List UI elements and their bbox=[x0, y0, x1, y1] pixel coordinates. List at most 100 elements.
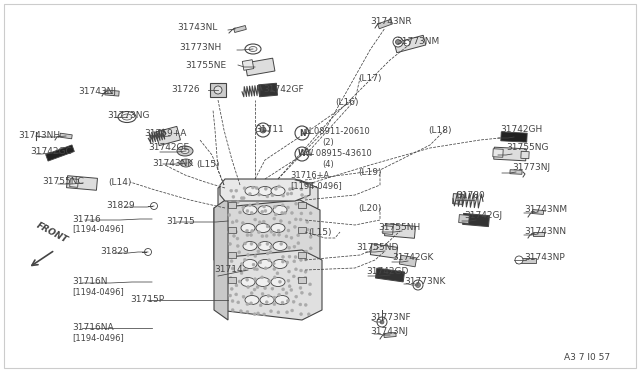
Circle shape bbox=[258, 243, 261, 246]
Text: 31716+A: 31716+A bbox=[290, 171, 329, 180]
Circle shape bbox=[266, 195, 269, 198]
Circle shape bbox=[231, 267, 234, 270]
Circle shape bbox=[251, 230, 253, 232]
Polygon shape bbox=[394, 35, 426, 53]
Text: W 08915-43610: W 08915-43610 bbox=[305, 150, 372, 158]
Circle shape bbox=[269, 310, 273, 313]
Circle shape bbox=[271, 287, 274, 290]
Ellipse shape bbox=[258, 205, 272, 215]
Text: (L20): (L20) bbox=[358, 203, 381, 212]
Text: 31743NR: 31743NR bbox=[370, 17, 412, 26]
Text: 31773NH: 31773NH bbox=[180, 42, 222, 51]
Circle shape bbox=[288, 255, 291, 258]
Text: 31829: 31829 bbox=[106, 201, 134, 209]
Ellipse shape bbox=[271, 186, 285, 196]
Circle shape bbox=[297, 234, 300, 237]
Text: 31716NA: 31716NA bbox=[72, 324, 114, 333]
Circle shape bbox=[377, 317, 387, 327]
Text: (L19): (L19) bbox=[358, 167, 381, 176]
Circle shape bbox=[273, 233, 276, 236]
Circle shape bbox=[257, 231, 260, 234]
Ellipse shape bbox=[122, 114, 132, 120]
Circle shape bbox=[250, 242, 253, 245]
Text: 31755NC: 31755NC bbox=[42, 177, 84, 186]
Circle shape bbox=[230, 260, 233, 263]
Circle shape bbox=[294, 295, 298, 298]
Circle shape bbox=[287, 206, 289, 209]
Circle shape bbox=[246, 278, 249, 281]
Text: 31714: 31714 bbox=[214, 266, 243, 275]
Circle shape bbox=[280, 243, 283, 246]
Circle shape bbox=[285, 311, 289, 314]
Polygon shape bbox=[532, 232, 543, 236]
Circle shape bbox=[259, 304, 262, 307]
Circle shape bbox=[295, 147, 309, 161]
Polygon shape bbox=[243, 60, 253, 70]
Text: (4): (4) bbox=[322, 160, 333, 170]
Circle shape bbox=[299, 218, 302, 221]
Text: 31716: 31716 bbox=[72, 215, 100, 224]
Circle shape bbox=[307, 185, 310, 187]
Ellipse shape bbox=[241, 224, 255, 232]
Circle shape bbox=[300, 312, 303, 315]
Text: 31755NG: 31755NG bbox=[506, 144, 548, 153]
Text: 31743NN: 31743NN bbox=[524, 228, 566, 237]
Circle shape bbox=[237, 301, 240, 304]
Circle shape bbox=[396, 39, 401, 45]
Circle shape bbox=[243, 242, 246, 245]
Polygon shape bbox=[156, 126, 180, 145]
Text: 31773NJ: 31773NJ bbox=[512, 163, 550, 171]
Text: 31773NM: 31773NM bbox=[396, 38, 439, 46]
Circle shape bbox=[299, 303, 302, 306]
Circle shape bbox=[265, 234, 268, 237]
Polygon shape bbox=[234, 26, 246, 32]
Circle shape bbox=[268, 280, 271, 283]
Circle shape bbox=[228, 214, 231, 217]
Polygon shape bbox=[532, 209, 543, 215]
Circle shape bbox=[253, 267, 256, 270]
Circle shape bbox=[309, 212, 312, 215]
Circle shape bbox=[287, 246, 291, 249]
Circle shape bbox=[265, 301, 268, 304]
Circle shape bbox=[285, 235, 288, 238]
Ellipse shape bbox=[273, 205, 287, 215]
Circle shape bbox=[230, 189, 233, 192]
Text: 31743NJ: 31743NJ bbox=[370, 327, 408, 337]
Ellipse shape bbox=[273, 241, 287, 250]
Polygon shape bbox=[259, 83, 278, 97]
Text: 31743NP: 31743NP bbox=[524, 253, 564, 263]
Circle shape bbox=[255, 187, 258, 190]
Ellipse shape bbox=[181, 148, 189, 154]
Polygon shape bbox=[67, 176, 97, 190]
Circle shape bbox=[295, 126, 309, 140]
Circle shape bbox=[230, 288, 233, 291]
Circle shape bbox=[292, 260, 296, 263]
Circle shape bbox=[291, 211, 294, 214]
Polygon shape bbox=[493, 147, 526, 161]
Circle shape bbox=[271, 194, 274, 197]
Circle shape bbox=[275, 213, 277, 216]
Circle shape bbox=[214, 86, 222, 94]
Circle shape bbox=[298, 277, 301, 280]
Circle shape bbox=[273, 276, 276, 279]
Circle shape bbox=[240, 263, 243, 266]
Circle shape bbox=[282, 194, 285, 197]
Polygon shape bbox=[214, 198, 228, 320]
Circle shape bbox=[289, 188, 291, 191]
Polygon shape bbox=[60, 133, 72, 139]
Circle shape bbox=[278, 185, 280, 188]
Text: 31755ND: 31755ND bbox=[356, 243, 398, 251]
Ellipse shape bbox=[256, 224, 270, 232]
Circle shape bbox=[261, 292, 264, 295]
Circle shape bbox=[300, 259, 303, 262]
Ellipse shape bbox=[273, 260, 287, 269]
Circle shape bbox=[150, 202, 157, 209]
Circle shape bbox=[252, 263, 255, 266]
Ellipse shape bbox=[275, 295, 289, 305]
Ellipse shape bbox=[260, 295, 274, 305]
Circle shape bbox=[240, 197, 243, 200]
Circle shape bbox=[301, 193, 303, 196]
Polygon shape bbox=[383, 225, 394, 234]
Circle shape bbox=[294, 268, 298, 271]
Circle shape bbox=[262, 205, 266, 208]
